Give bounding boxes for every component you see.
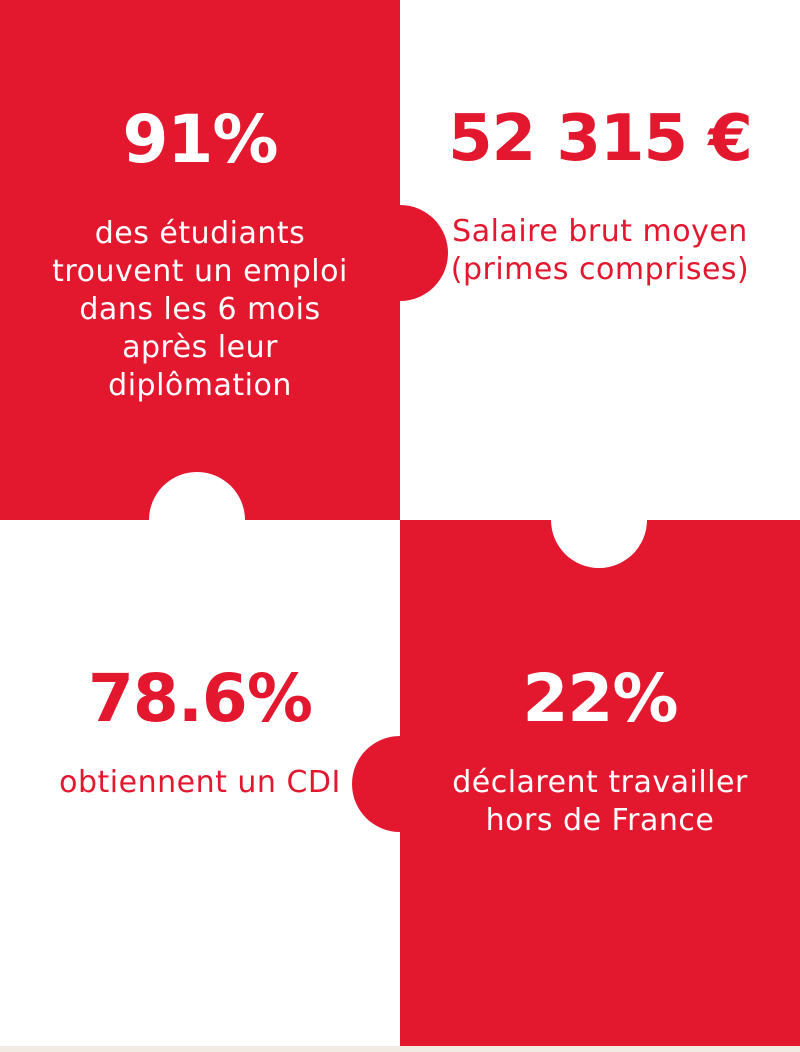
bottom-border-strip — [0, 1046, 800, 1052]
stat-card-cdi-rate: 78.6% obtiennent un CDI — [0, 666, 400, 802]
puzzle-piece-bottom-right — [352, 520, 800, 1046]
stat-card-employment-rate: 91% des étudiants trouvent un emploi dan… — [0, 107, 400, 405]
puzzle-piece-top-left — [0, 0, 448, 520]
stat-value: 78.6% — [88, 660, 313, 737]
stat-value: 22% — [522, 660, 679, 737]
stat-value: 52 315 € — [448, 102, 753, 176]
stat-description: obtiennent un CDI — [59, 765, 341, 800]
stat-card-abroad-rate: 22% déclarent travailler hors de France — [400, 666, 800, 840]
stat-description: déclarent travailler hors de France — [452, 765, 748, 838]
stat-description: des étudiants trouvent un emploi dans le… — [52, 216, 348, 403]
stat-card-average-salary: 52 315 € Salaire brut moyen (primes comp… — [400, 107, 800, 289]
stat-description: Salaire brut moyen (primes comprises) — [450, 214, 750, 287]
stat-value: 91% — [122, 101, 279, 178]
